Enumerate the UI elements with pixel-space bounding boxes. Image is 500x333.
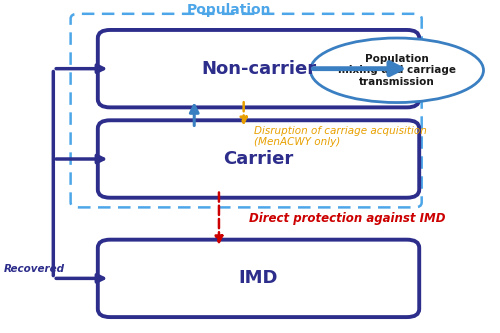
FancyBboxPatch shape xyxy=(98,120,419,198)
Text: Non-carrier: Non-carrier xyxy=(201,60,316,78)
Text: Population: Population xyxy=(187,3,272,17)
Text: Direct protection against IMD: Direct protection against IMD xyxy=(248,212,445,225)
Text: IMD: IMD xyxy=(239,269,279,287)
FancyBboxPatch shape xyxy=(98,240,419,317)
Text: Population
mixing and carriage
transmission: Population mixing and carriage transmiss… xyxy=(338,54,456,87)
Text: Disruption of carriage acquisition
(MenACWY only): Disruption of carriage acquisition (MenA… xyxy=(254,126,426,147)
Ellipse shape xyxy=(310,38,484,103)
Text: Carrier: Carrier xyxy=(224,150,294,168)
Text: Recovered: Recovered xyxy=(4,264,65,274)
FancyBboxPatch shape xyxy=(98,30,419,107)
